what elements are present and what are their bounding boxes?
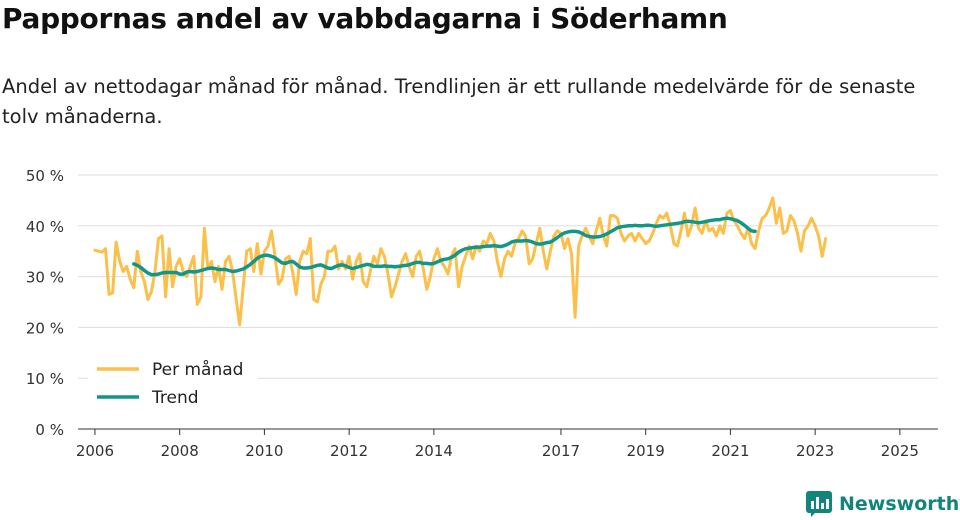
x-tick-label: 2010 <box>245 442 283 460</box>
y-tick-label: 10 % <box>26 370 64 388</box>
x-tick-label: 2019 <box>627 442 665 460</box>
x-tick-label: 2012 <box>330 442 368 460</box>
chart-title: Pappornas andel av vabbdagarna i Söderha… <box>2 2 728 35</box>
series-line-trend <box>132 216 757 277</box>
y-tick-label: 20 % <box>26 319 64 337</box>
brand-name: Newsworthy <box>839 493 960 515</box>
series-line-per-manad <box>93 196 828 327</box>
legend-background <box>88 352 258 414</box>
x-tick-label: 2014 <box>415 442 453 460</box>
x-tick-label: 2017 <box>542 442 580 460</box>
series-lines <box>93 196 828 327</box>
x-tick-label: 2021 <box>711 442 749 460</box>
newsworthy-logo[interactable]: Newsworthy <box>805 489 960 519</box>
x-tick-label: 2006 <box>76 442 114 460</box>
x-tick-label: 2008 <box>161 442 199 460</box>
x-tick-label: 2023 <box>796 442 834 460</box>
y-tick-label: 0 % <box>35 421 64 439</box>
x-tick-label: 2025 <box>881 442 919 460</box>
legend: Per månad Trend <box>88 352 258 414</box>
y-tick-label: 30 % <box>26 269 64 287</box>
line-chart: 0 % 10 % 20 % 30 % 40 % 50 % 2006 2008 2010 2012… <box>26 167 938 460</box>
legend-label: Per månad <box>152 359 243 380</box>
y-axis-ticks: 0 % 10 % 20 % 30 % 40 % 50 % <box>26 167 64 439</box>
newsworthy-icon <box>806 491 832 517</box>
y-tick-label: 50 % <box>26 167 64 185</box>
chart-subtitle: Andel av nettodagar månad för månad. Tre… <box>2 75 916 128</box>
y-tick-label: 40 % <box>26 218 64 236</box>
legend-label: Trend <box>151 388 199 408</box>
x-axis-ticks: 2006 2008 2010 2012 2014 2017 2019 2021 2023 2025 <box>76 429 919 460</box>
